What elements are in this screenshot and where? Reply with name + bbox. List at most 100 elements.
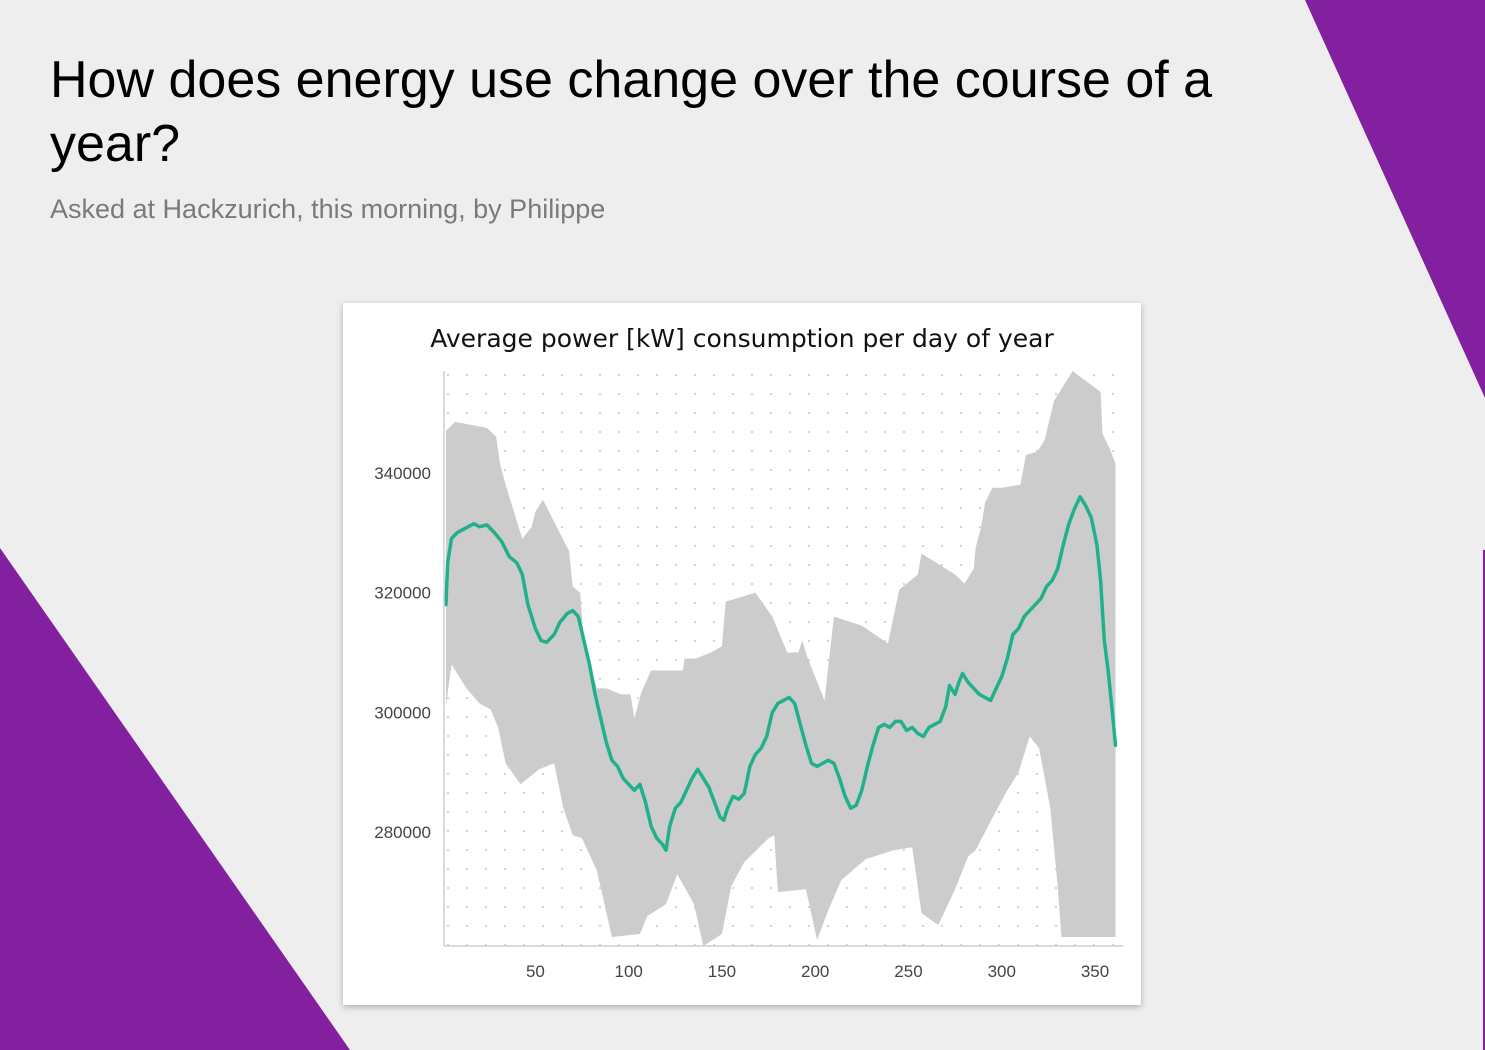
grid-dot (484, 734, 488, 738)
grid-dot (598, 449, 602, 453)
grid-dot (731, 886, 735, 890)
grid-dot (864, 487, 868, 491)
y-tick-label: 280000 (374, 823, 431, 842)
grid-dot (788, 487, 792, 491)
grid-dot (883, 886, 887, 890)
grid-dot (636, 468, 640, 472)
grid-dot (446, 829, 450, 833)
grid-dot (446, 924, 450, 928)
grid-dot (579, 468, 583, 472)
grid-dot (959, 525, 963, 529)
grid-dot (655, 924, 659, 928)
grid-dot (883, 563, 887, 567)
grid-dot (598, 392, 602, 396)
grid-dot (1016, 848, 1020, 852)
grid-dot (465, 886, 469, 890)
grid-dot (579, 886, 583, 890)
grid-dot (959, 544, 963, 548)
grid-dot (1016, 392, 1020, 396)
grid-dot (997, 867, 1001, 871)
grid-dot (465, 411, 469, 415)
grid-dot (845, 582, 849, 586)
grid-dot (598, 487, 602, 491)
grid-dot (693, 563, 697, 567)
grid-dot (560, 411, 564, 415)
grid-dot (617, 601, 621, 605)
grid-dot (446, 753, 450, 757)
grid-dot (959, 905, 963, 909)
grid-dot (560, 924, 564, 928)
grid-dot (617, 658, 621, 662)
grid-dot (864, 563, 868, 567)
grid-dot (750, 924, 754, 928)
grid-dot (1035, 772, 1039, 776)
grid-dot (902, 449, 906, 453)
grid-dot (731, 411, 735, 415)
grid-dot (465, 848, 469, 852)
grid-dot (788, 639, 792, 643)
grid-dot (484, 411, 488, 415)
grid-dot (902, 544, 906, 548)
grid-dot (655, 620, 659, 624)
grid-dot (1016, 886, 1020, 890)
grid-dot (503, 886, 507, 890)
grid-dot (522, 791, 526, 795)
grid-dot (446, 696, 450, 700)
x-tick-label: 300 (988, 962, 1016, 981)
grid-dot (598, 639, 602, 643)
grid-dot (446, 791, 450, 795)
grid-dot (1111, 430, 1115, 434)
grid-dot (826, 544, 830, 548)
grid-dot (598, 373, 602, 377)
grid-dot (921, 525, 925, 529)
grid-dot (541, 449, 545, 453)
grid-dot (978, 905, 982, 909)
grid-dot (788, 620, 792, 624)
grid-dot (503, 430, 507, 434)
grid-dot (807, 620, 811, 624)
grid-dot (503, 829, 507, 833)
grid-dot (484, 924, 488, 928)
grid-dot (636, 563, 640, 567)
grid-dot (997, 430, 1001, 434)
grid-dot (465, 734, 469, 738)
grid-dot (769, 392, 773, 396)
grid-dot (978, 487, 982, 491)
grid-dot (617, 525, 621, 529)
grid-dot (617, 544, 621, 548)
grid-dot (503, 411, 507, 415)
grid-dot (712, 544, 716, 548)
grid-dot (712, 639, 716, 643)
grid-dot (465, 791, 469, 795)
grid-dot (655, 582, 659, 586)
grid-dot (807, 411, 811, 415)
grid-dot (1035, 905, 1039, 909)
grid-dot (1035, 810, 1039, 814)
grid-dot (522, 468, 526, 472)
grid-dot (674, 392, 678, 396)
grid-dot (446, 772, 450, 776)
grid-dot (522, 867, 526, 871)
grid-dot (1054, 924, 1058, 928)
grid-dot (1016, 810, 1020, 814)
grid-dot (674, 544, 678, 548)
grid-dot (503, 772, 507, 776)
grid-dot (769, 430, 773, 434)
grid-dot (522, 506, 526, 510)
grid-dot (997, 905, 1001, 909)
grid-dot (959, 886, 963, 890)
grid-dot (845, 430, 849, 434)
grid-dot (579, 848, 583, 852)
grid-dot (921, 373, 925, 377)
grid-dot (712, 392, 716, 396)
grid-dot (902, 392, 906, 396)
grid-dot (883, 430, 887, 434)
grid-dot (883, 905, 887, 909)
grid-dot (674, 373, 678, 377)
grid-dot (826, 411, 830, 415)
grid-dot (579, 582, 583, 586)
grid-dot (750, 430, 754, 434)
grid-dot (997, 924, 1001, 928)
grid-dot (712, 468, 716, 472)
grid-dot (598, 886, 602, 890)
